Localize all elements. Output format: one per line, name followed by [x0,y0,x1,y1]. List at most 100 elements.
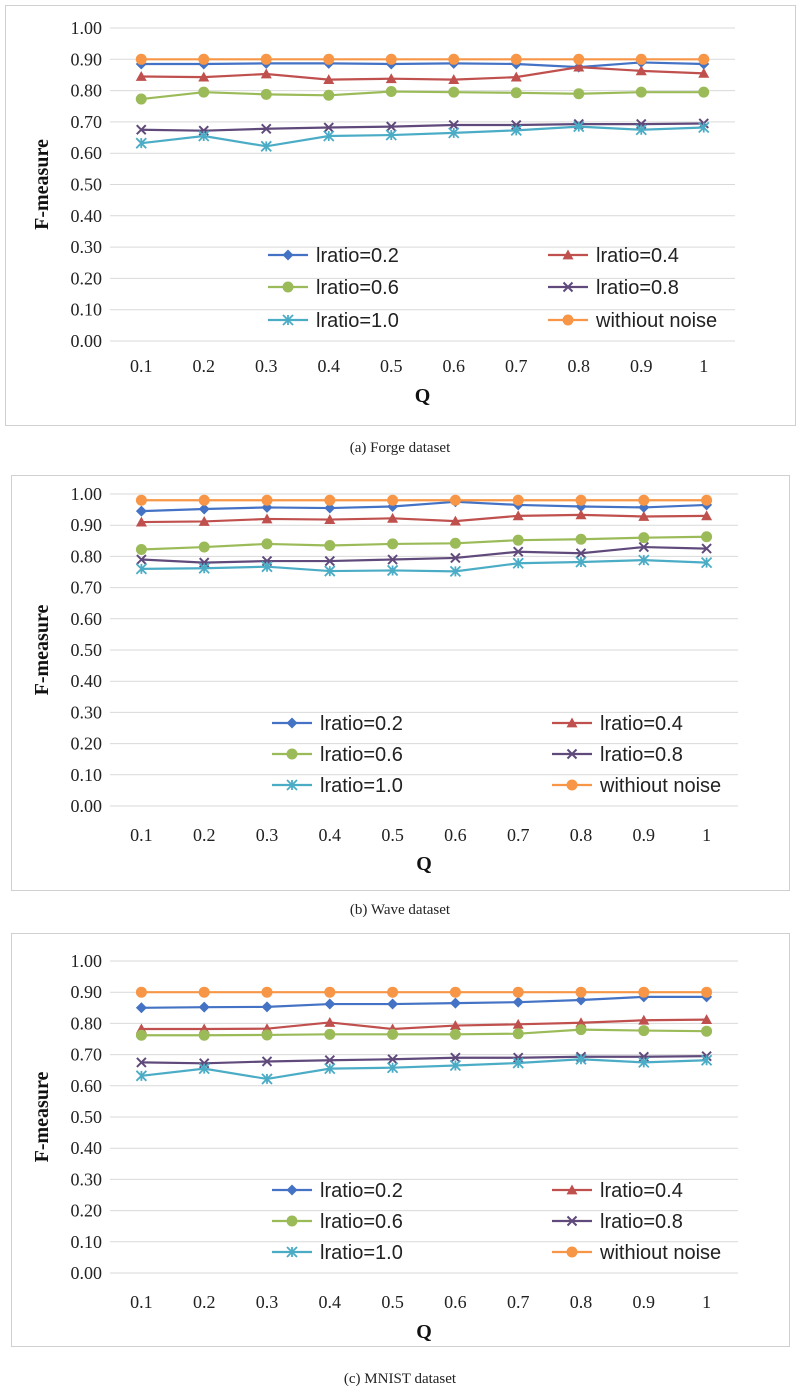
x-tick-label: 0.4 [319,1292,342,1312]
data-point [575,994,587,1006]
data-point [510,124,522,136]
y-tick-label: 0.70 [71,1045,103,1065]
series-lratio-1-0 [135,1053,713,1085]
data-point [324,555,336,567]
data-point [324,494,336,506]
y-tick-label: 0.20 [71,734,103,754]
data-point [135,1070,148,1082]
legend-label: withiout noise [599,1242,721,1264]
data-point [573,120,585,133]
data-point [261,494,273,506]
data-point [448,119,459,131]
x-tick-label: 0.3 [256,825,279,845]
data-point [198,541,210,553]
series-line [141,1058,707,1081]
legend-label: lratio=0.4 [600,713,683,735]
legend: lratio=0.2 lratio=0.4 lratio=0.6 lratio=0.8… [272,1180,721,1264]
legend-label: lratio=0.2 [320,1180,403,1202]
x-tick-label: 0.9 [633,825,656,845]
series-line [141,125,704,148]
data-point [135,494,147,506]
data-point [261,1029,273,1041]
series-line [141,545,707,564]
data-point [698,86,710,98]
data-point [638,510,650,521]
data-point [635,124,647,136]
data-point [512,996,524,1008]
data-point [449,1059,462,1072]
y-tick-label: 0.60 [71,143,103,163]
data-point [573,53,585,65]
series-line [141,559,707,573]
series-withiout-noise [135,986,713,998]
data-point [449,1020,461,1030]
y-tick-label: 0.60 [71,1076,103,1096]
data-point [575,494,587,506]
data-point [449,986,461,998]
data-point [638,1025,650,1037]
data-point [635,86,647,98]
x-tick-label: 0.7 [507,825,530,845]
gridlines [110,960,738,1274]
data-point [387,494,399,506]
y-tick-label: 0.90 [71,49,103,69]
chart-panel-c: 0.00 0.10 0.20 0.30 0.40 0.50 0.60 0.70 0.80 0.90… [0,928,800,1396]
y-tick-label: 0.20 [71,1201,103,1221]
y-tick-label: 0.50 [71,1107,103,1127]
data-point [324,502,336,514]
data-point [323,130,335,142]
legend-marker [286,1184,298,1196]
data-point [135,1002,147,1014]
series-lratio-0-4 [135,509,713,527]
data-point [324,998,336,1010]
series-line [141,535,707,551]
legend-marker [286,779,298,791]
series-line [141,66,704,81]
x-axis-title: Q [416,1321,432,1343]
gridlines [110,493,738,807]
data-point [135,986,147,998]
y-tick-label: 1.00 [71,18,103,38]
x-tick-label: 0.6 [444,1292,467,1312]
x-tick-label: 0.3 [255,356,278,376]
series-line [141,1028,707,1037]
data-point [385,129,397,141]
data-point [575,509,587,520]
data-point [135,71,147,81]
data-point [510,87,522,99]
legend-marker [562,281,574,293]
x-tick-label: 0.8 [570,1292,593,1312]
data-point [575,556,587,568]
legend-marker [282,314,294,326]
y-tick-label: 0.80 [71,1013,103,1033]
x-tick-label: 0.6 [443,356,466,376]
data-point [324,565,336,577]
data-point [323,74,335,85]
series-line [141,513,707,524]
legend-label: lratio=0.8 [600,744,683,766]
series-lratio-0-6 [135,1024,713,1041]
y-tick-label: 1.00 [71,484,103,504]
legend-marker [286,1246,298,1258]
data-point [136,554,147,565]
legend-label: lratio=0.2 [320,713,403,735]
data-point [198,562,210,574]
y-axis-title: F-measure [31,1072,53,1163]
x-tick-label: 0.5 [381,825,404,845]
data-point [323,89,335,101]
x-tick-label: 0.4 [318,356,341,376]
data-point [261,1056,273,1067]
mnist-line-chart: 0.000.100.200.300.400.500.600.700.800.90… [11,933,790,1347]
data-point [698,53,710,65]
data-point [136,124,147,135]
y-tick-label: 0.40 [71,671,103,691]
data-point [701,1025,713,1037]
data-point [698,67,710,78]
y-tick-label: 0.00 [71,331,103,351]
y-tick-label: 0.00 [71,796,103,816]
legend-marker [566,1246,578,1258]
series-line [141,61,704,69]
series-lratio-0-6 [135,531,713,556]
y-tick-label: 0.30 [71,702,103,722]
data-point [449,565,462,578]
